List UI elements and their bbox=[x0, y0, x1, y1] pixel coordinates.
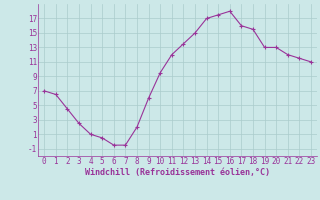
X-axis label: Windchill (Refroidissement éolien,°C): Windchill (Refroidissement éolien,°C) bbox=[85, 168, 270, 177]
